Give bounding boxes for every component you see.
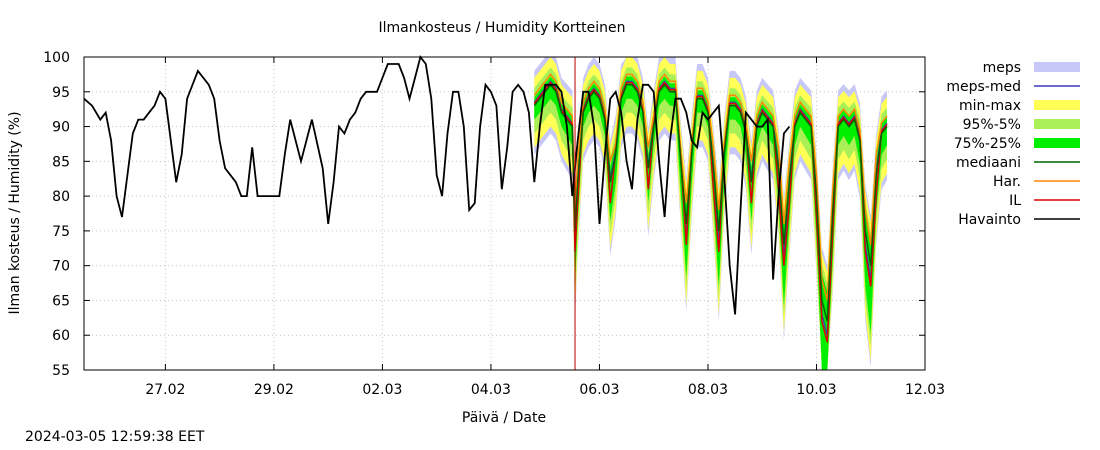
observation-line	[83, 54, 791, 315]
p95-p5-band	[534, 67, 887, 371]
y-tick-label: 95	[52, 85, 70, 101]
y-axis-ticks: 55 60 65 70 75 80 85 90 95 100	[43, 50, 925, 379]
legend: meps meps-med min-max 95%-5% 75%-25% mediaani…	[946, 60, 1080, 228]
y-axis-label: Ilman kosteus / Humidity (%)	[7, 111, 23, 314]
legend-label: IL	[1009, 193, 1021, 209]
legend-label: 95%-5%	[963, 117, 1021, 133]
y-tick-label: 60	[52, 328, 70, 344]
x-tick-label: 04.03	[471, 382, 511, 398]
x-tick-label: 08.03	[688, 382, 728, 398]
legend-swatch	[1034, 62, 1080, 72]
timestamp: 2024-03-05 12:59:38 EET	[25, 429, 205, 445]
x-tick-label: 10.03	[796, 382, 836, 398]
y-tick-label: 90	[52, 120, 70, 136]
legend-label: min-max	[959, 98, 1021, 114]
har-line	[533, 73, 888, 301]
x-tick-label: 02.03	[362, 382, 402, 398]
legend-swatch	[1034, 100, 1080, 110]
y-tick-label: 75	[52, 224, 70, 240]
legend-label: meps-med	[946, 79, 1021, 95]
x-tick-label: 06.03	[579, 382, 619, 398]
x-tick-label: 27.02	[145, 382, 185, 398]
y-tick-label: 70	[52, 259, 70, 275]
legend-swatch	[1034, 138, 1080, 148]
y-tick-label: 80	[52, 189, 70, 205]
y-tick-label: 100	[43, 50, 70, 66]
legend-swatch	[1034, 119, 1080, 129]
x-axis-label: Päivä / Date	[462, 410, 546, 426]
x-tick-label: 29.02	[254, 382, 294, 398]
legend-label: Havainto	[958, 212, 1021, 228]
legend-label: mediaani	[956, 155, 1021, 171]
y-tick-label: 65	[52, 293, 70, 309]
mediaani-line	[533, 83, 888, 322]
chart-title: Ilmankosteus / Humidity Kortteinen	[378, 20, 625, 36]
legend-label: Har.	[993, 174, 1021, 190]
x-axis-ticks: 27.02 29.02 02.03 04.03 06.03 08.03 10.03 12.03	[145, 57, 945, 398]
y-tick-label: 85	[52, 154, 70, 170]
legend-label: 75%-25%	[954, 136, 1021, 152]
series-lines	[83, 54, 888, 370]
plot-frame	[83, 56, 926, 371]
legend-label: meps	[983, 60, 1021, 76]
x-tick-label: 12.03	[905, 382, 945, 398]
y-tick-label: 55	[52, 363, 70, 379]
